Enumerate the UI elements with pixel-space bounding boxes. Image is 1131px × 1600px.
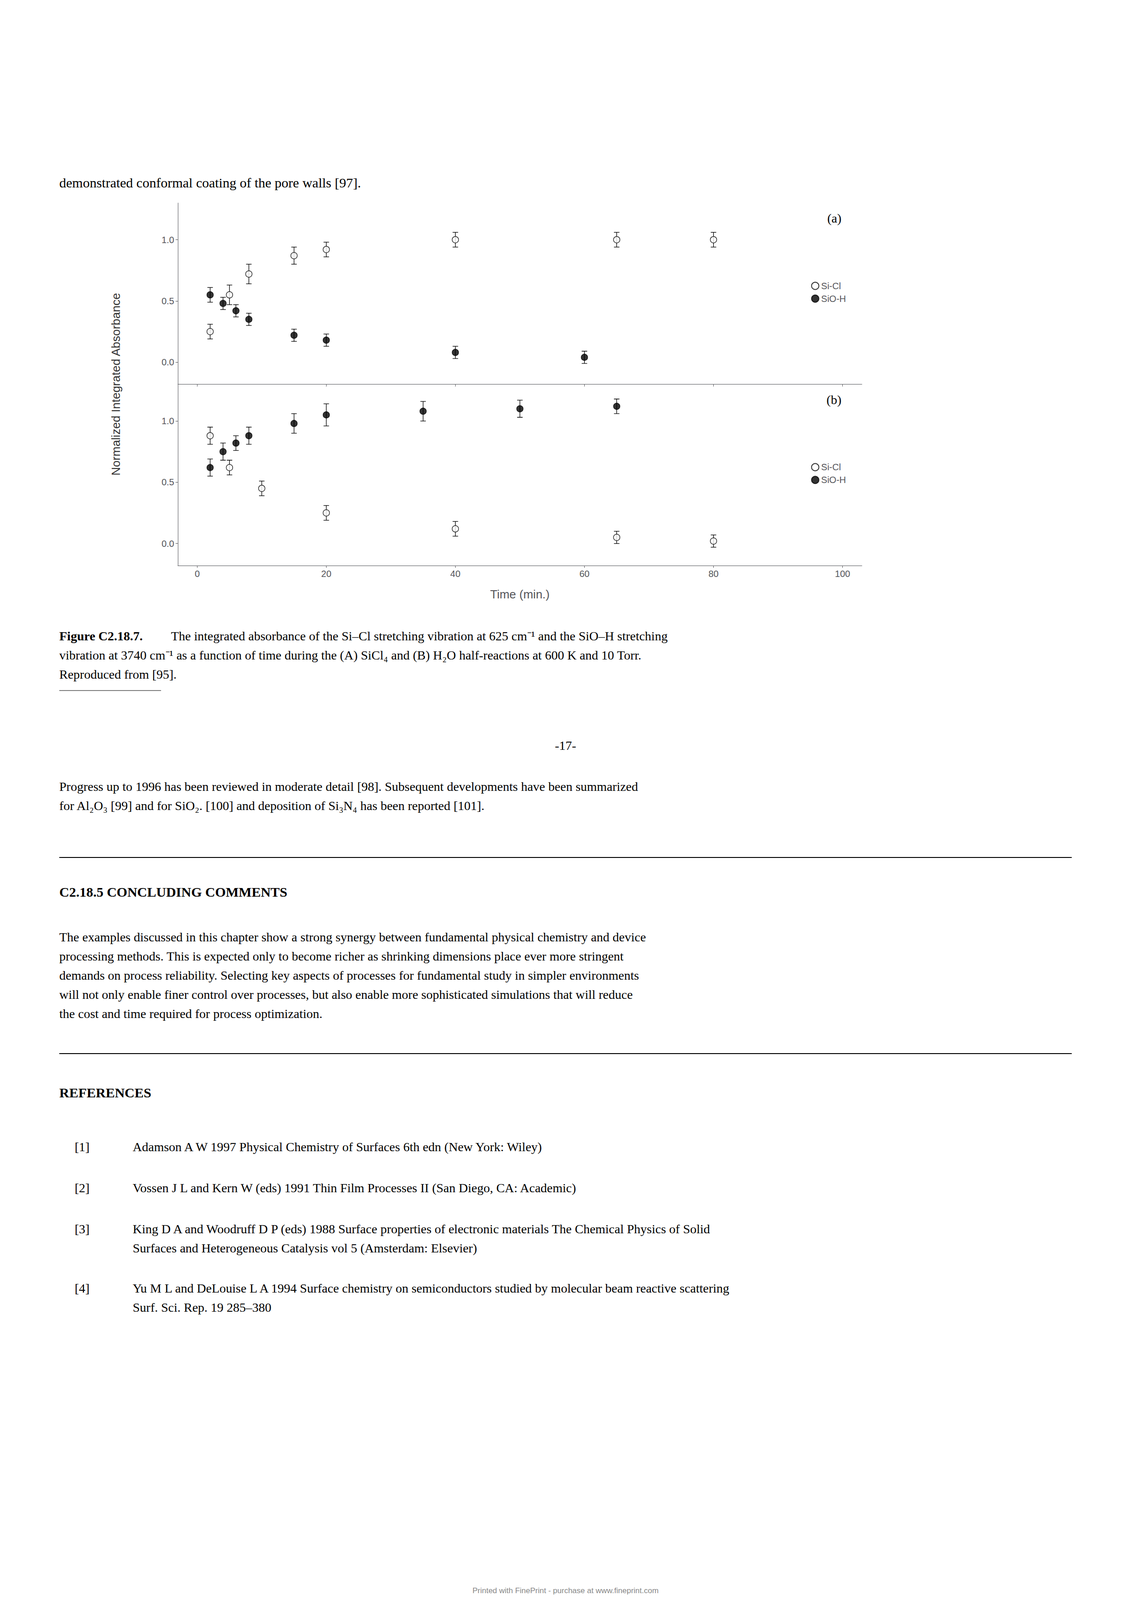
svg-text:1.0: 1.0 bbox=[161, 415, 175, 426]
svg-text:40: 40 bbox=[450, 568, 461, 579]
svg-text:(a): (a) bbox=[827, 211, 842, 226]
svg-text:1.0: 1.0 bbox=[161, 234, 175, 245]
svg-text:REFERENCES: REFERENCES bbox=[59, 1084, 152, 1100]
svg-text:The integrated absorbance of t: The integrated absorbance of the Si–Cl s… bbox=[171, 628, 668, 644]
svg-text:Surf. Sci. Rep. 19 285–380: Surf. Sci. Rep. 19 285–380 bbox=[132, 1300, 272, 1315]
svg-text:[1]: [1] bbox=[74, 1139, 90, 1154]
svg-text:King D A and Woodruff D P (eds: King D A and Woodruff D P (eds) 1988 Sur… bbox=[132, 1221, 711, 1236]
svg-text:Surfaces and Heterogeneous Cat: Surfaces and Heterogeneous Catalysis vol… bbox=[132, 1240, 478, 1256]
svg-text:[3]: [3] bbox=[74, 1221, 90, 1236]
svg-text:for Al₂O₃ [99] and for SiO₂. [: for Al₂O₃ [99] and for SiO₂. [100] and d… bbox=[59, 798, 485, 813]
svg-text:-17-: -17- bbox=[555, 738, 577, 753]
svg-text:60: 60 bbox=[579, 568, 590, 579]
svg-text:Normalized Integrated Absorban: Normalized Integrated Absorbance bbox=[108, 292, 123, 476]
svg-text:Adamson A W 1997 Physical Chem: Adamson A W 1997 Physical Chemistry of S… bbox=[132, 1139, 542, 1154]
svg-text:Vossen J L and Kern W (eds) 19: Vossen J L and Kern W (eds) 1991 Thin Fi… bbox=[132, 1180, 576, 1195]
svg-text:will not only enable finer con: will not only enable finer control over … bbox=[59, 987, 633, 1002]
svg-text:C2.18.5 CONCLUDING COMMENTS: C2.18.5 CONCLUDING COMMENTS bbox=[59, 884, 288, 900]
svg-text:processing methods. This is ex: processing methods. This is expected onl… bbox=[59, 949, 624, 964]
svg-text:Figure C2.18.7.: Figure C2.18.7. bbox=[59, 628, 143, 644]
svg-text:[4]: [4] bbox=[74, 1281, 90, 1296]
svg-text:0.5: 0.5 bbox=[161, 295, 175, 307]
svg-text:(b): (b) bbox=[826, 392, 842, 407]
svg-text:vibration at 3740 cm⁻¹ as a fu: vibration at 3740 cm⁻¹ as a function of … bbox=[59, 648, 642, 663]
svg-text:Reproduced from [95].: Reproduced from [95]. bbox=[59, 667, 177, 682]
svg-text:Time (min.): Time (min.) bbox=[490, 587, 550, 602]
svg-text:SiO-H: SiO-H bbox=[821, 474, 846, 485]
svg-text:100: 100 bbox=[835, 568, 851, 579]
svg-text:0.5: 0.5 bbox=[161, 477, 175, 488]
svg-text:[2]: [2] bbox=[74, 1180, 90, 1195]
svg-text:Si-Cl: Si-Cl bbox=[821, 280, 841, 291]
svg-text:Printed with FinePrint - purch: Printed with FinePrint - purchase at www… bbox=[472, 1586, 659, 1595]
svg-text:Si-Cl: Si-Cl bbox=[821, 461, 841, 473]
svg-text:0: 0 bbox=[194, 568, 200, 579]
svg-text:20: 20 bbox=[321, 568, 332, 579]
svg-text:demonstrated conformal coating: demonstrated conformal coating of the po… bbox=[59, 175, 361, 191]
svg-text:The examples discussed in this: The examples discussed in this chapter s… bbox=[59, 929, 646, 945]
svg-text:the cost and time required for: the cost and time required for process o… bbox=[59, 1006, 323, 1021]
svg-text:0.0: 0.0 bbox=[161, 357, 175, 368]
svg-text:80: 80 bbox=[708, 568, 719, 579]
svg-text:Yu M L and DeLouise L A 1994 S: Yu M L and DeLouise L A 1994 Surface che… bbox=[132, 1281, 730, 1296]
svg-text:Progress up to 1996 has been r: Progress up to 1996 has been reviewed in… bbox=[59, 779, 639, 794]
svg-text:SiO-H: SiO-H bbox=[821, 293, 846, 304]
svg-text:demands on process reliability: demands on process reliability. Selectin… bbox=[59, 968, 639, 983]
svg-text:0.0: 0.0 bbox=[161, 538, 175, 549]
